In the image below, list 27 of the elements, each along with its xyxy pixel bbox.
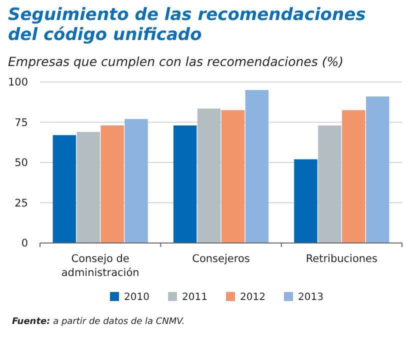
legend-label: 2012 (240, 292, 266, 303)
y-tick-label: 75 (14, 116, 28, 129)
chart-subtitle: Empresas que cumplen con las recomendaciones (%) (8, 54, 344, 69)
legend-label: 2011 (182, 292, 208, 303)
chart-title: Seguimiento de las recomendaciones del código unificado (8, 5, 366, 45)
bar (100, 125, 124, 243)
x-tick-label: Retribuciones (306, 253, 378, 265)
bar (197, 108, 221, 243)
y-tick-label: 100 (8, 76, 28, 89)
bar (221, 110, 245, 243)
bar (342, 110, 366, 243)
bar (76, 132, 100, 243)
y-tick-label: 50 (14, 157, 28, 170)
source-note: Fuente: a partir de datos de la CNMV. (12, 317, 185, 327)
bar (294, 159, 318, 243)
y-tick-label: 25 (14, 197, 28, 210)
legend-label: 2013 (298, 292, 324, 303)
bar (245, 90, 269, 243)
legend-label: 2010 (124, 292, 150, 303)
bar (124, 119, 148, 243)
bar (318, 125, 342, 243)
x-tick-label: Consejo de administración (61, 253, 140, 279)
y-tick-label: 0 (21, 238, 28, 250)
bar (52, 135, 76, 243)
x-tick-label: Consejeros (192, 253, 250, 265)
bar (173, 125, 197, 243)
bar (366, 96, 390, 243)
